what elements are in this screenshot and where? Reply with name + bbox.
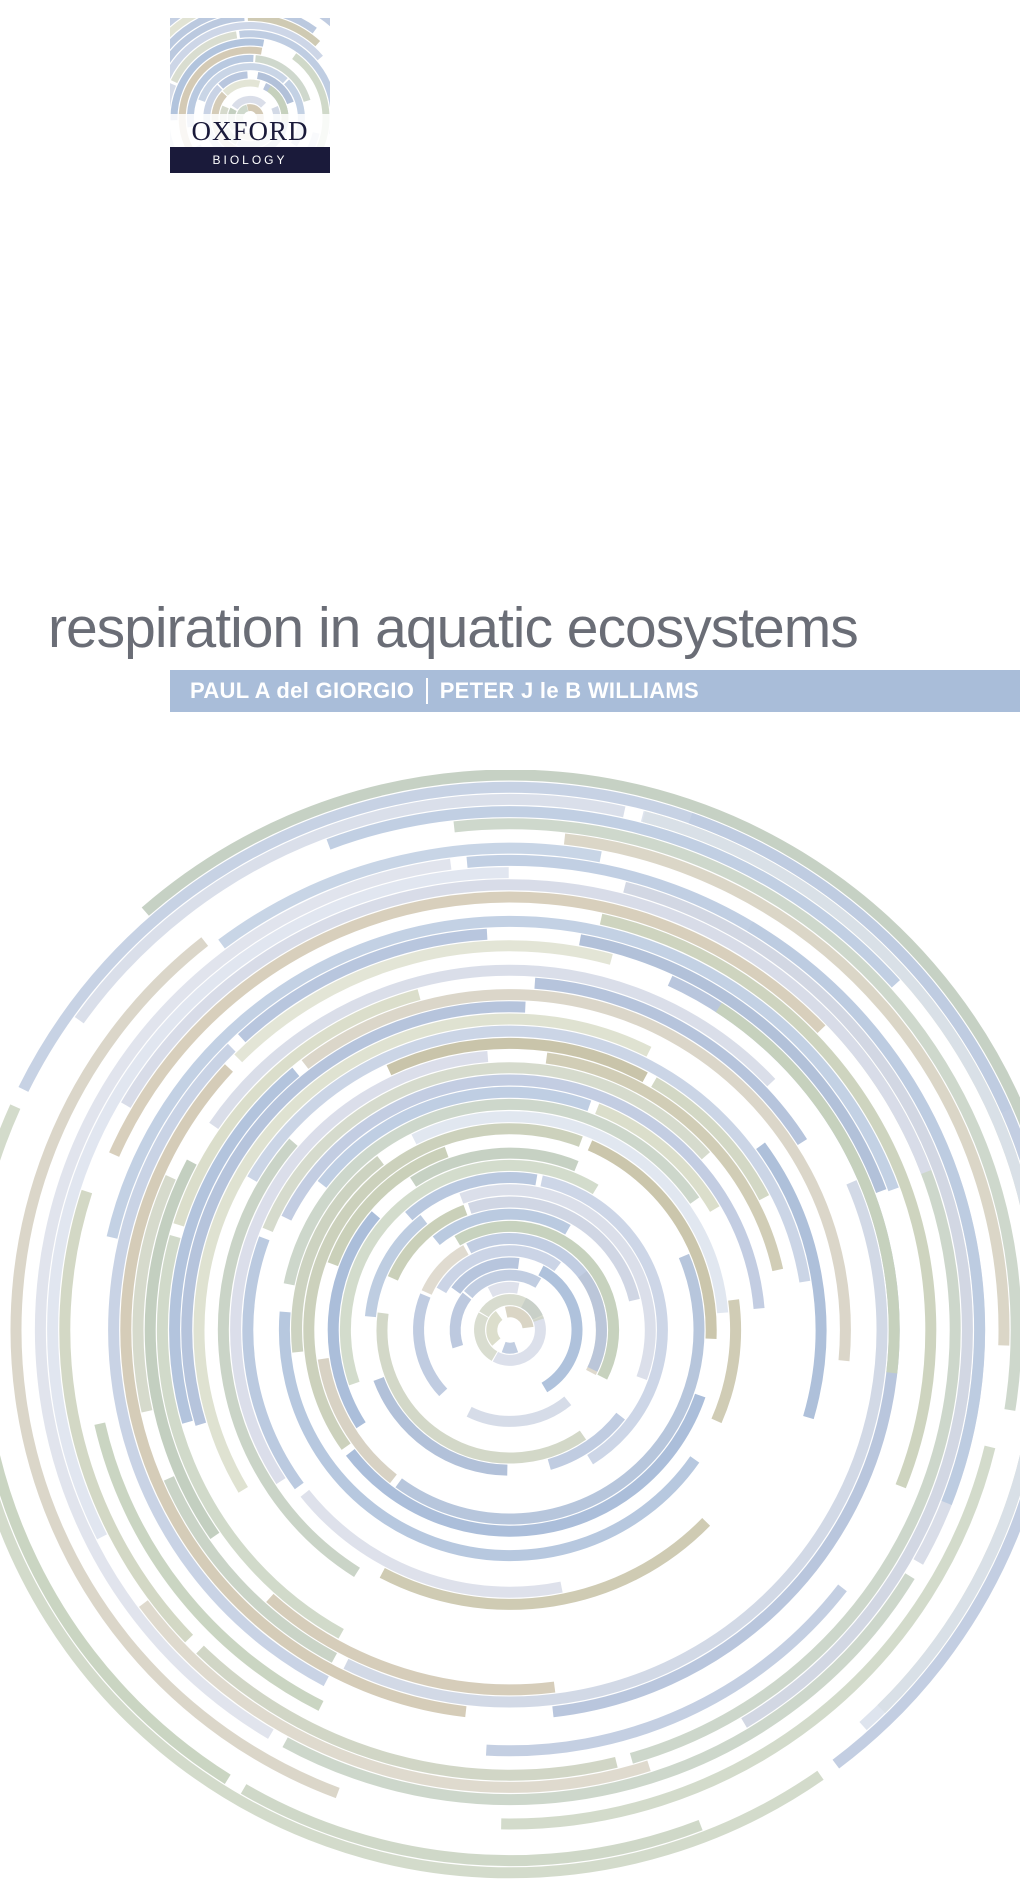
publisher-series: BIOLOGY	[170, 147, 330, 173]
cover-rings-graphic	[0, 770, 1020, 1890]
publisher-text-block: OXFORD BIOLOGY	[170, 114, 330, 173]
book-title: respiration in aquatic ecosystems	[48, 595, 858, 661]
author-2: PETER J le B WILLIAMS	[440, 678, 699, 704]
author-separator	[426, 678, 428, 704]
author-1: PAUL A del GIORGIO	[190, 678, 414, 704]
publisher-name: OXFORD	[170, 114, 330, 147]
author-bar: PAUL A del GIORGIO PETER J le B WILLIAMS	[170, 670, 1020, 712]
publisher-logo: OXFORD BIOLOGY	[170, 18, 330, 173]
